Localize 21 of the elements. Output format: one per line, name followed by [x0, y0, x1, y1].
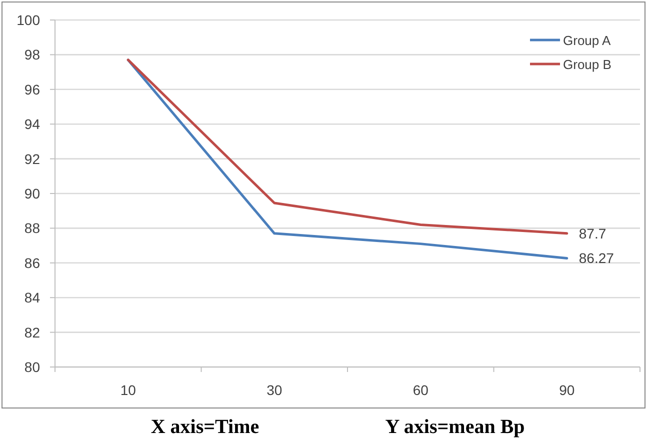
- x-tick-label: 10: [120, 382, 136, 398]
- x-tick-label: 90: [559, 382, 575, 398]
- y-tick-label: 88: [24, 220, 40, 236]
- x-tick-label: 60: [412, 382, 429, 398]
- text: Y axis=mean Bp: [385, 416, 525, 438]
- y-tick-label: 90: [24, 186, 40, 202]
- y-tick-label: 86: [24, 254, 40, 271]
- y-tick-label: 84: [24, 290, 40, 306]
- y-tick-label: 80: [24, 359, 40, 375]
- y-tick-label: 100: [16, 12, 40, 28]
- legend-label: Group B: [563, 57, 612, 72]
- y-tick-label: 92: [24, 150, 40, 167]
- data-label: 87.7: [578, 225, 606, 242]
- data-label: 86.27: [578, 250, 614, 266]
- y-tick-label: 94: [24, 116, 40, 132]
- y-tick-label: 98: [24, 46, 40, 63]
- x-tick-label: 30: [266, 382, 282, 398]
- y-tick-label: 82: [24, 324, 40, 340]
- legend-label: Group A: [563, 33, 612, 48]
- y-tick-label: 96: [24, 81, 40, 98]
- text: X axis=Time: [150, 416, 260, 438]
